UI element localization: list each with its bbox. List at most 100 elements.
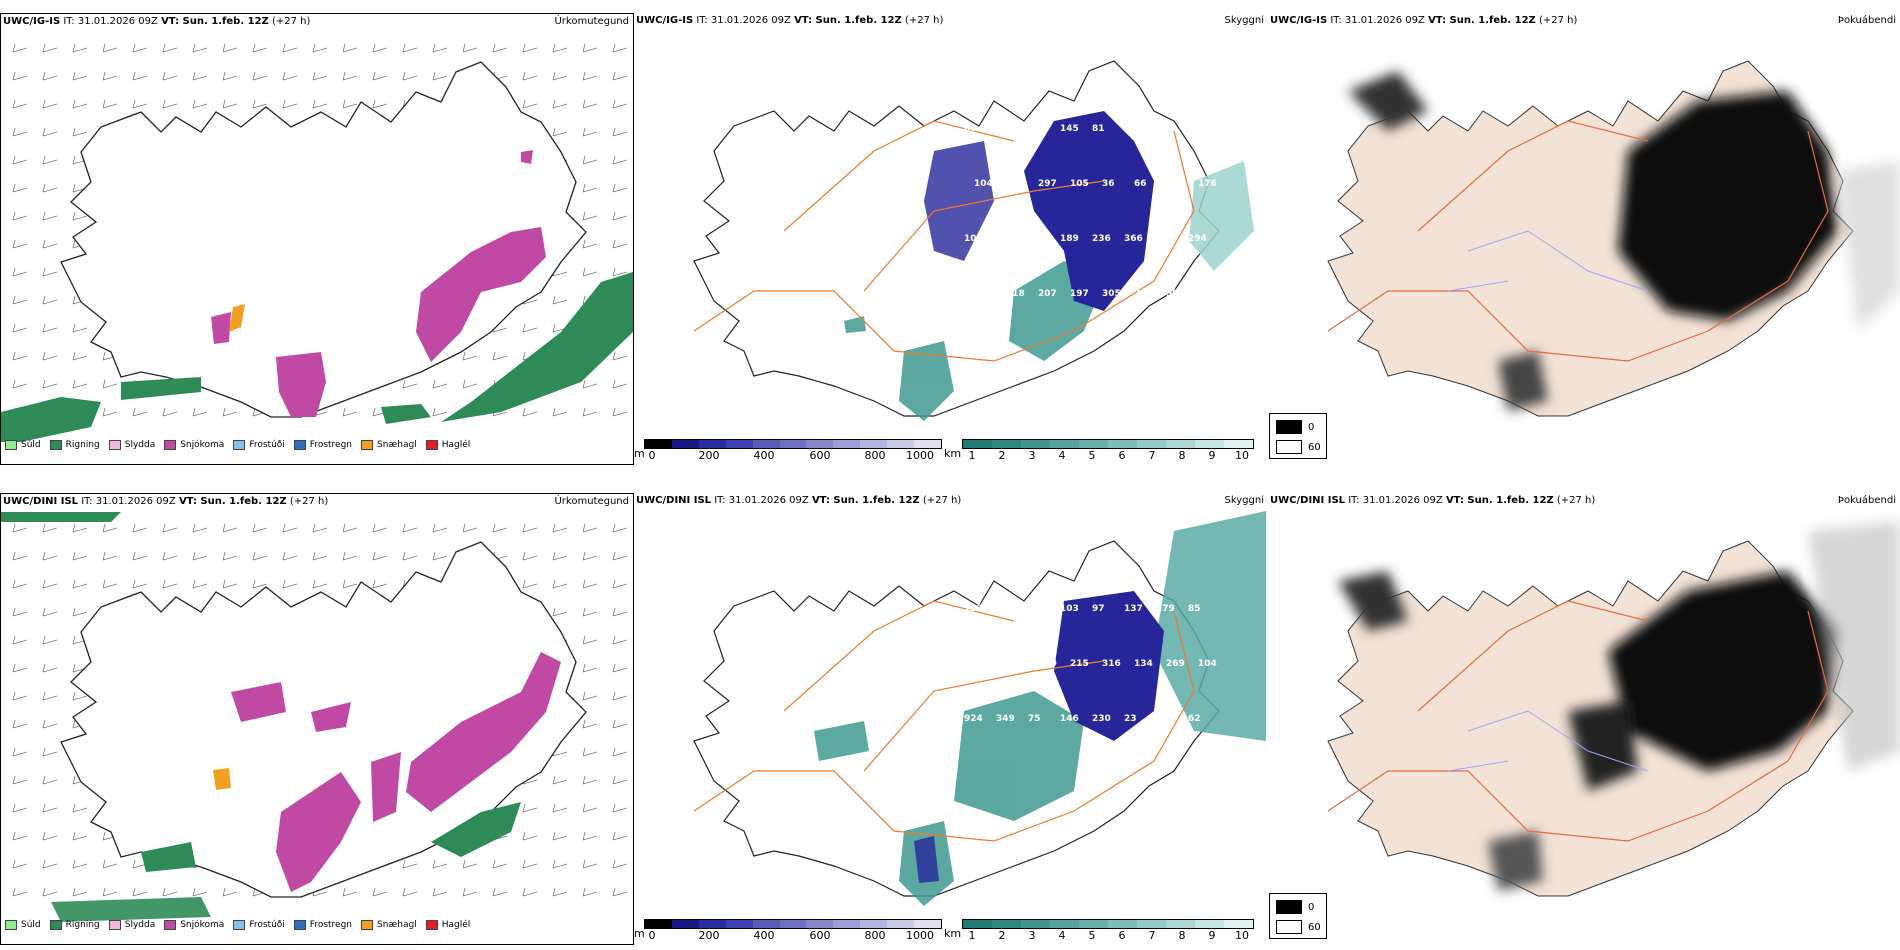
wind-barb [42, 183, 58, 193]
wind-barb [462, 43, 478, 53]
wind-barb [612, 747, 628, 757]
wind-barb [12, 183, 28, 193]
legend-swatch [361, 920, 374, 930]
wind-barb [582, 635, 598, 645]
colorbar-tick: 10 [1235, 449, 1249, 462]
fog-panel-igis: UWC/IG-IS IT: 31.01.2026 09Z VT: Sun. 1.… [1268, 13, 1900, 463]
visibility-value-label: 145 [1060, 124, 1079, 134]
precip-legend: Súld Rigning Slydda Snjókoma Frostúði Fr… [5, 440, 479, 450]
colorbar-segment [1137, 920, 1166, 928]
colorbar-segment [1166, 440, 1195, 448]
wind-barb [462, 351, 478, 361]
wind-barb [42, 351, 58, 361]
wind-barb [12, 155, 28, 165]
wind-barb [612, 379, 628, 389]
wind-barb [222, 579, 238, 589]
visibility-value-label: 250 [1038, 659, 1057, 669]
fog-index-areas [1338, 521, 1900, 891]
visibility-value-label: 207 [1038, 289, 1057, 299]
colorbar-tick: 2 [998, 449, 1006, 462]
visibility-value-label: 81 [1092, 124, 1105, 134]
wind-barb [42, 887, 58, 897]
wind-barb [12, 579, 28, 589]
wind-barb [582, 211, 598, 221]
wind-barb [12, 239, 28, 249]
colorbar-segment [725, 440, 753, 448]
wind-barb [522, 551, 538, 561]
colorbar-segment [698, 920, 726, 928]
visibility-value-label: 97 [1092, 604, 1105, 614]
wind-barb [582, 155, 598, 165]
wind-barb [252, 43, 268, 53]
wind-barb [12, 831, 28, 841]
legend-swatch [361, 440, 374, 450]
visibility-value-label: 80 [964, 124, 977, 134]
wind-barb [612, 267, 628, 277]
wind-barb [432, 379, 448, 389]
wind-barb [462, 523, 478, 533]
wind-barb [192, 579, 208, 589]
legend-item: Haglél [425, 440, 470, 450]
wind-barb [102, 71, 118, 81]
wind-barb [582, 579, 598, 589]
legend-item: Frostregn [293, 920, 352, 930]
legend-item: Slydda [108, 440, 155, 450]
rain-areas [1, 272, 633, 442]
wind-barb [12, 719, 28, 729]
legend-item: Snjókoma [164, 440, 224, 450]
panel-header: UWC/IG-IS IT: 31.01.2026 09Z VT: Sun. 1.… [1270, 15, 1578, 26]
wind-barb [12, 323, 28, 333]
panel-title: Þokuábendi [1837, 15, 1896, 26]
wind-barb [522, 323, 538, 333]
wind-barb [222, 523, 238, 533]
legend-item: Súld [5, 920, 41, 930]
visibility-labels: 133 10 66 103 97 137 179 85 107 56 250 215 316 134 269… [964, 604, 1217, 724]
colorbar-segment [671, 440, 699, 448]
colorbar-segment [1224, 920, 1253, 928]
wind-barb [162, 579, 178, 589]
wind-barb [42, 635, 58, 645]
visibility-colorbar: km 1 2 3 4 5 6 7 8 9 10 [944, 437, 1259, 463]
wind-barb [42, 775, 58, 785]
colorbar-tick: 3 [1028, 449, 1036, 462]
wind-barb [42, 663, 58, 673]
wind-barb [582, 99, 598, 109]
visibility-value-label: 176 [1198, 179, 1217, 189]
wind-barb [372, 99, 388, 109]
wind-barb [582, 887, 598, 897]
wind-barb [552, 859, 568, 869]
wind-barb [42, 127, 58, 137]
wind-barb [102, 407, 118, 417]
colorbar-segment [963, 920, 992, 928]
road-network [693, 120, 1195, 362]
precip-panel-igis: UWC/IG-IS IT: 31.01.2026 09Z VT: Sun. 1.… [0, 13, 634, 465]
legend-swatch [425, 440, 438, 450]
visibility-map: 80 73 73 145 81 94 104 124 104 205 297 105 36 66 76 176… [693, 60, 1254, 421]
wind-barb [222, 71, 238, 81]
panel-header: UWC/DINI ISL IT: 31.01.2026 09Z VT: Sun.… [3, 496, 329, 507]
visibility-panel-igis: UWC/IG-IS IT: 31.01.2026 09Z VT: Sun. 1.… [634, 13, 1266, 463]
legend-item: Rigning [49, 920, 100, 930]
wind-barb [612, 775, 628, 785]
wind-barb [132, 99, 148, 109]
wind-barb [582, 71, 598, 81]
legend-item: Snæhagl [361, 920, 417, 930]
visibility-value-label: 85 [1188, 604, 1201, 614]
wind-barb [102, 379, 118, 389]
colorbar-segment [806, 440, 834, 448]
wind-barb [192, 887, 208, 897]
wind-barb [342, 579, 358, 589]
wind-barb [492, 887, 508, 897]
panel-title: Skyggni [1224, 495, 1264, 506]
road-network [1327, 120, 1829, 362]
wind-barb [42, 607, 58, 617]
wind-barb [162, 551, 178, 561]
wind-barb [252, 551, 268, 561]
wind-barb [12, 211, 28, 221]
visibility-value-label: 215 [1070, 659, 1089, 669]
wind-barb [402, 859, 418, 869]
rivers [1447, 230, 1649, 292]
wind-barb [42, 295, 58, 305]
colorbar-tick: 200 [698, 929, 720, 942]
panel-header: UWC/IG-IS IT: 31.01.2026 09Z VT: Sun. 1.… [3, 16, 311, 27]
